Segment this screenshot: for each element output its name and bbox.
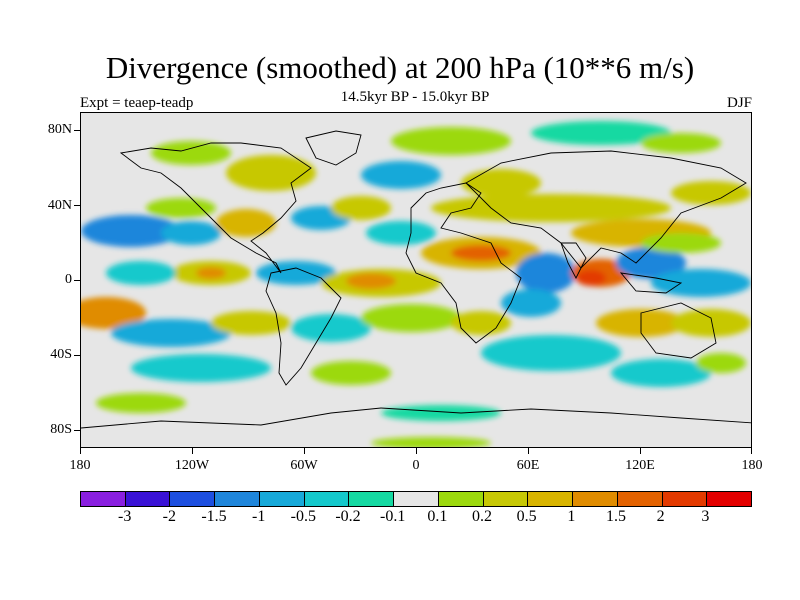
lat-tick [74, 130, 80, 131]
colorbar-swatch [259, 492, 305, 506]
colorbar-swatch [170, 492, 216, 506]
colorbar-label: 1 [567, 508, 576, 525]
lat-label-40s: 40S [50, 347, 72, 362]
colorbar-label: -0.1 [379, 508, 406, 525]
lon-label-180e: 180 [741, 458, 763, 473]
colorbar-label: -1 [251, 508, 266, 525]
colorbar-swatch [528, 492, 574, 506]
colorbar-swatch [617, 492, 663, 506]
lon-label-180w: 180 [69, 458, 91, 473]
season-label: DJF [726, 95, 752, 111]
lon-tick [304, 448, 305, 454]
lat-tick [74, 430, 80, 431]
colorbar [80, 491, 752, 507]
colorbar-swatch [662, 492, 708, 506]
lat-tick [74, 280, 80, 281]
lat-label-80s: 80S [50, 422, 72, 437]
lat-label-0: 0 [65, 272, 72, 287]
map-panel [80, 112, 752, 448]
colorbar-label: 0.5 [516, 508, 537, 525]
colorbar-label: 0.1 [427, 508, 448, 525]
lon-label-0: 0 [412, 458, 420, 473]
colorbar-swatch [215, 492, 260, 506]
lon-tick [416, 448, 417, 454]
lat-tick [74, 355, 80, 356]
colorbar-swatch [483, 492, 529, 506]
lon-label-60e: 60E [516, 458, 540, 473]
colorbar-swatch [438, 492, 484, 506]
lat-tick [74, 205, 80, 206]
colorbar-swatch [573, 492, 618, 506]
colorbar-swatch [125, 492, 171, 506]
lat-label-80n: 80N [47, 122, 72, 137]
colorbar-label: 2 [656, 508, 665, 525]
colorbar-swatch [349, 492, 395, 506]
colorbar-swatch [81, 492, 126, 506]
colorbar-label: -2 [162, 508, 176, 525]
lon-tick [640, 448, 641, 454]
plot-title: Divergence (smoothed) at 200 hPa (10**6 … [105, 50, 695, 85]
colorbar-swatch [707, 492, 752, 506]
colorbar-label: 3 [701, 508, 710, 525]
lon-tick [528, 448, 529, 454]
experiment-label: Expt = teaep-teadp [80, 95, 194, 111]
colorbar-swatch [394, 492, 439, 506]
lon-tick [192, 448, 193, 454]
colorbar-label: 1.5 [606, 508, 626, 525]
plot-subtitle: 14.5kyr BP - 15.0kyr BP [340, 89, 490, 105]
lon-label-120w: 120W [174, 458, 210, 473]
lat-label-40n: 40N [47, 198, 72, 213]
divergence-map [81, 113, 751, 447]
divergence-field [81, 121, 751, 447]
lon-label-120e: 120E [625, 458, 655, 473]
lon-tick [751, 448, 752, 454]
lon-label-60w: 60W [290, 458, 318, 473]
coastlines [81, 130, 751, 429]
colorbar-label: 0.2 [472, 508, 492, 525]
colorbar-label: -1.5 [201, 508, 227, 525]
colorbar-label: -3 [117, 508, 132, 525]
lon-tick [80, 448, 81, 454]
colorbar-swatch [304, 492, 350, 506]
colorbar-label: -0.5 [290, 508, 316, 525]
colorbar-label: -0.2 [335, 508, 361, 525]
